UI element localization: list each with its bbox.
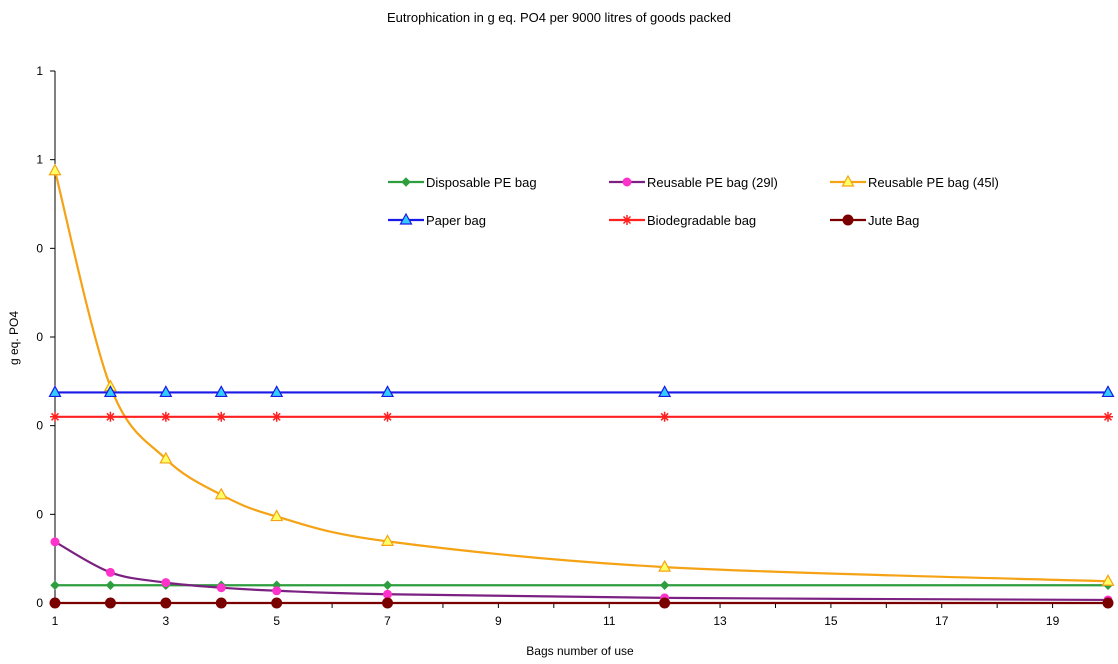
legend-label: Disposable PE bag — [426, 175, 537, 190]
legend-entry: Paper bag — [388, 212, 486, 228]
data-point — [48, 385, 62, 398]
data-point — [105, 411, 116, 422]
data-point — [659, 597, 671, 609]
legend: Disposable PE bag Reusable PE bag (29l) Re… — [388, 174, 999, 228]
y-tick-label: 0 — [36, 507, 43, 521]
y-tick-label: 0 — [36, 596, 43, 610]
data-point — [105, 580, 116, 590]
data-point — [659, 580, 670, 590]
legend-label: Biodegradable bag — [647, 213, 756, 228]
data-point — [103, 385, 117, 398]
data-point — [50, 580, 60, 590]
data-point — [270, 385, 284, 398]
data-point — [161, 578, 171, 588]
data-point — [272, 586, 282, 596]
data-point — [270, 509, 284, 522]
data-point — [1103, 411, 1113, 422]
data-point — [49, 597, 61, 609]
data-point — [382, 597, 394, 609]
data-point — [382, 580, 393, 590]
series-2 — [48, 163, 1115, 586]
data-point — [214, 385, 228, 398]
series-0 — [50, 580, 1113, 590]
x-tick-label: 13 — [713, 614, 727, 628]
x-axis-label: Bags number of use — [526, 644, 634, 658]
data-point — [1101, 574, 1115, 586]
x-tick-label: 1 — [52, 614, 59, 628]
data-point — [159, 385, 173, 398]
data-point — [216, 583, 226, 593]
legend-entry: Jute Bag — [830, 213, 919, 228]
data-point — [215, 597, 227, 609]
x-tick-label: 9 — [495, 614, 502, 628]
y-tick-label: 0 — [36, 330, 43, 344]
x-tick-label: 19 — [1046, 614, 1060, 628]
data-point — [381, 385, 395, 398]
legend-label: Reusable PE bag (29l) — [647, 175, 778, 190]
legend-label: Jute Bag — [868, 213, 919, 228]
data-point — [382, 411, 393, 422]
y-tick-label: 0 — [36, 241, 43, 255]
legend-entry: Disposable PE bag — [388, 175, 537, 190]
x-tick-label: 15 — [824, 614, 838, 628]
x-tick-label: 5 — [273, 614, 280, 628]
legend-entry: Reusable PE bag (45l) — [830, 174, 999, 190]
y-axis-label: g eq. PO4 — [7, 311, 21, 365]
legend-label: Reusable PE bag (45l) — [868, 175, 999, 190]
legend-entry: Biodegradable bag — [609, 213, 756, 228]
chart-title: Eutrophication in g eq. PO4 per 9000 lit… — [387, 10, 731, 25]
data-point — [659, 411, 670, 422]
x-tick-label: 7 — [384, 614, 391, 628]
legend-swatch-marker — [399, 212, 413, 225]
series-layer — [48, 163, 1115, 609]
data-point — [381, 534, 395, 546]
data-point — [159, 451, 173, 464]
y-tick-label: 0 — [36, 419, 43, 433]
data-point — [160, 411, 171, 422]
data-point — [105, 567, 115, 577]
legend-entry: Reusable PE bag (29l) — [609, 175, 778, 190]
data-point — [48, 163, 62, 176]
data-point — [50, 537, 60, 547]
legend-swatch-marker — [622, 177, 632, 187]
y-tick-label: 1 — [36, 64, 43, 78]
legend-swatch-marker — [841, 174, 855, 187]
series-line — [53, 170, 1109, 583]
legend-swatch-marker — [842, 214, 854, 226]
series-3 — [48, 385, 1115, 398]
legend-swatch-marker — [401, 177, 411, 187]
data-point — [271, 411, 282, 422]
data-point — [104, 597, 116, 609]
x-tick-label: 17 — [935, 614, 949, 628]
legend-swatch-marker — [622, 215, 632, 225]
data-point — [1101, 385, 1115, 398]
data-point — [383, 589, 393, 599]
data-point — [216, 411, 227, 422]
series-line — [54, 540, 1109, 602]
x-tick-label: 11 — [603, 614, 616, 628]
data-point — [214, 487, 228, 500]
data-point — [658, 385, 672, 398]
data-point — [658, 559, 672, 572]
series-4 — [50, 411, 1113, 422]
x-tick-label: 3 — [162, 614, 169, 628]
y-tick-label: 1 — [36, 153, 43, 167]
data-point — [1102, 597, 1114, 609]
series-1 — [50, 537, 1113, 605]
data-point — [271, 597, 283, 609]
series-5 — [49, 597, 1114, 609]
data-point — [160, 597, 172, 609]
legend-label: Paper bag — [426, 213, 486, 228]
data-point — [50, 411, 60, 422]
